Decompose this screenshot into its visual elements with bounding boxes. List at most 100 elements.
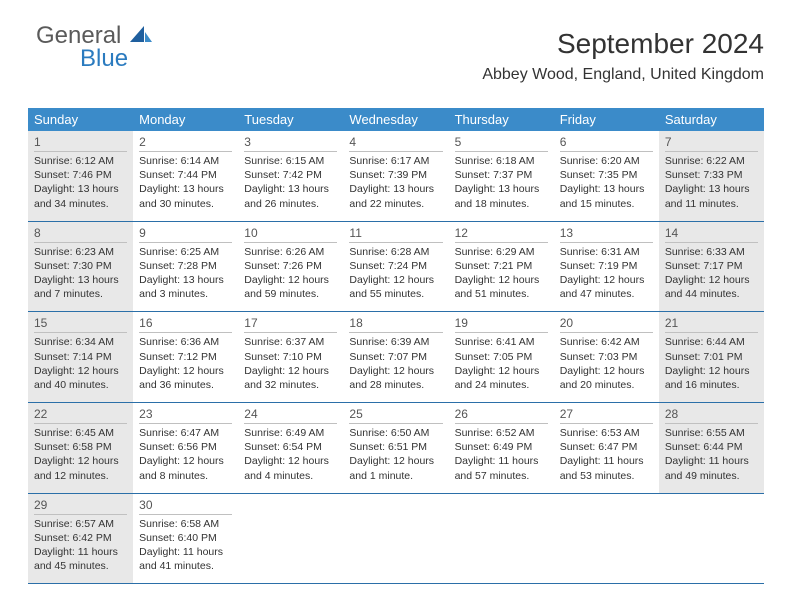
day-cell: 23Sunrise: 6:47 AMSunset: 6:56 PMDayligh…: [133, 403, 238, 493]
day-info-line: Daylight: 13 hours: [34, 273, 127, 287]
day-info-line: and 24 minutes.: [455, 378, 548, 392]
day-cell: 20 Sunrise: 6:42 AMSunset: 7:03 PMDayligh…: [554, 312, 659, 402]
day-info-line: and 15 minutes.: [560, 197, 653, 211]
day-info-line: and 36 minutes.: [139, 378, 232, 392]
week-row: 29Sunrise: 6:57 AMSunset: 6:42 PMDayligh…: [28, 494, 764, 585]
day-number: 27: [560, 407, 653, 424]
day-cell: 24Sunrise: 6:49 AMSunset: 6:54 PMDayligh…: [238, 403, 343, 493]
day-header: Friday: [554, 108, 659, 131]
day-info-line: Sunrise: 6:47 AM: [139, 426, 232, 440]
day-number: 8: [34, 226, 127, 243]
day-info-line: and 45 minutes.: [34, 559, 127, 573]
day-info-line: and 53 minutes.: [560, 469, 653, 483]
day-info-line: Daylight: 12 hours: [349, 454, 442, 468]
day-info-line: Sunset: 7:42 PM: [244, 168, 337, 182]
day-number: 20: [560, 316, 653, 333]
day-number: 23: [139, 407, 232, 424]
day-info-line: and 4 minutes.: [244, 469, 337, 483]
day-info-line: and 7 minutes.: [34, 287, 127, 301]
week-row: 8Sunrise: 6:23 AMSunset: 7:30 PMDaylight…: [28, 222, 764, 313]
day-info-line: Sunset: 7:30 PM: [34, 259, 127, 273]
day-cell: 11Sunrise: 6:28 AMSunset: 7:24 PMDayligh…: [343, 222, 448, 312]
day-info-line: Sunset: 6:47 PM: [560, 440, 653, 454]
day-info-line: Sunset: 7:10 PM: [244, 350, 337, 364]
day-cell: 2Sunrise: 6:14 AMSunset: 7:44 PMDaylight…: [133, 131, 238, 221]
day-info-line: Sunset: 7:03 PM: [560, 350, 653, 364]
day-cell: 25 Sunrise: 6:50 AMSunset: 6:51 PMDayligh…: [343, 403, 448, 493]
day-info-line: Sunrise: 6:42 AM: [560, 335, 653, 349]
day-info: Sunrise: 6:52 AMSunset: 6:49 PMDaylight:…: [455, 426, 548, 483]
day-info-line: Daylight: 12 hours: [455, 273, 548, 287]
day-info: Sunrise: 6:57 AMSunset: 6:42 PMDaylight:…: [34, 517, 127, 574]
day-info-line: and 8 minutes.: [139, 469, 232, 483]
day-info: Sunrise: 6:23 AMSunset: 7:30 PMDaylight:…: [34, 245, 127, 302]
day-info-line: Sunset: 7:26 PM: [244, 259, 337, 273]
day-info-line: Sunrise: 6:12 AM: [34, 154, 127, 168]
day-number: 22: [34, 407, 127, 424]
day-cell: 21 Sunrise: 6:44 AMSunset: 7:01 PMDayligh…: [659, 312, 764, 402]
day-info-line: Sunset: 7:21 PM: [455, 259, 548, 273]
day-info: Sunrise: 6:44 AMSunset: 7:01 PMDaylight:…: [665, 335, 758, 392]
day-info-line: Daylight: 11 hours: [665, 454, 758, 468]
day-info: Sunrise: 6:50 AMSunset: 6:51 PMDaylight:…: [349, 426, 442, 483]
day-number: 9: [139, 226, 232, 243]
day-info-line: and 59 minutes.: [244, 287, 337, 301]
day-cell: [343, 494, 448, 584]
day-info-line: Sunrise: 6:39 AM: [349, 335, 442, 349]
day-info-line: Daylight: 13 hours: [139, 182, 232, 196]
day-info: Sunrise: 6:28 AMSunset: 7:24 PMDaylight:…: [349, 245, 442, 302]
day-info-line: Sunset: 6:44 PM: [665, 440, 758, 454]
day-info-line: Sunrise: 6:18 AM: [455, 154, 548, 168]
day-info-line: Sunrise: 6:26 AM: [244, 245, 337, 259]
day-info-line: Daylight: 11 hours: [139, 545, 232, 559]
day-number: 7: [665, 135, 758, 152]
day-info-line: Daylight: 12 hours: [244, 273, 337, 287]
day-info: Sunrise: 6:31 AMSunset: 7:19 PMDaylight:…: [560, 245, 653, 302]
day-info-line: Daylight: 13 hours: [455, 182, 548, 196]
day-header: Tuesday: [238, 108, 343, 131]
day-info-line: Daylight: 12 hours: [560, 364, 653, 378]
day-cell: 12Sunrise: 6:29 AMSunset: 7:21 PMDayligh…: [449, 222, 554, 312]
day-info-line: and 26 minutes.: [244, 197, 337, 211]
day-header: Thursday: [449, 108, 554, 131]
day-info-line: Daylight: 12 hours: [665, 273, 758, 287]
day-number: 4: [349, 135, 442, 152]
day-number: 25: [349, 407, 442, 424]
day-cell: 6Sunrise: 6:20 AMSunset: 7:35 PMDaylight…: [554, 131, 659, 221]
day-info-line: Daylight: 12 hours: [139, 454, 232, 468]
day-info: Sunrise: 6:49 AMSunset: 6:54 PMDaylight:…: [244, 426, 337, 483]
day-info-line: Sunrise: 6:37 AM: [244, 335, 337, 349]
day-cell: 7Sunrise: 6:22 AMSunset: 7:33 PMDaylight…: [659, 131, 764, 221]
day-info-line: and 11 minutes.: [665, 197, 758, 211]
day-number: 6: [560, 135, 653, 152]
day-cell: 1Sunrise: 6:12 AMSunset: 7:46 PMDaylight…: [28, 131, 133, 221]
day-cell: [554, 494, 659, 584]
day-info-line: Daylight: 13 hours: [665, 182, 758, 196]
sail-icon: [130, 24, 152, 49]
day-cell: 26Sunrise: 6:52 AMSunset: 6:49 PMDayligh…: [449, 403, 554, 493]
day-number: 14: [665, 226, 758, 243]
day-info-line: Sunset: 7:33 PM: [665, 168, 758, 182]
day-number: 21: [665, 316, 758, 333]
day-cell: 15Sunrise: 6:34 AMSunset: 7:14 PMDayligh…: [28, 312, 133, 402]
day-info: Sunrise: 6:14 AMSunset: 7:44 PMDaylight:…: [139, 154, 232, 211]
day-cell: 5Sunrise: 6:18 AMSunset: 7:37 PMDaylight…: [449, 131, 554, 221]
day-info-line: Sunset: 7:12 PM: [139, 350, 232, 364]
day-info: Sunrise: 6:17 AMSunset: 7:39 PMDaylight:…: [349, 154, 442, 211]
day-info-line: and 51 minutes.: [455, 287, 548, 301]
day-info-line: Sunrise: 6:14 AM: [139, 154, 232, 168]
day-cell: 18Sunrise: 6:39 AMSunset: 7:07 PMDayligh…: [343, 312, 448, 402]
day-info: Sunrise: 6:58 AMSunset: 6:40 PMDaylight:…: [139, 517, 232, 574]
day-info-line: Sunrise: 6:53 AM: [560, 426, 653, 440]
day-info-line: Sunrise: 6:23 AM: [34, 245, 127, 259]
day-info-line: Sunrise: 6:49 AM: [244, 426, 337, 440]
day-info-line: Daylight: 12 hours: [244, 454, 337, 468]
day-number: 13: [560, 226, 653, 243]
day-info-line: and 57 minutes.: [455, 469, 548, 483]
day-cell: 19Sunrise: 6:41 AMSunset: 7:05 PMDayligh…: [449, 312, 554, 402]
day-info-line: Sunrise: 6:57 AM: [34, 517, 127, 531]
day-info-line: Daylight: 12 hours: [349, 364, 442, 378]
day-info-line: Daylight: 13 hours: [244, 182, 337, 196]
day-info-line: Daylight: 13 hours: [34, 182, 127, 196]
day-info-line: and 28 minutes.: [349, 378, 442, 392]
